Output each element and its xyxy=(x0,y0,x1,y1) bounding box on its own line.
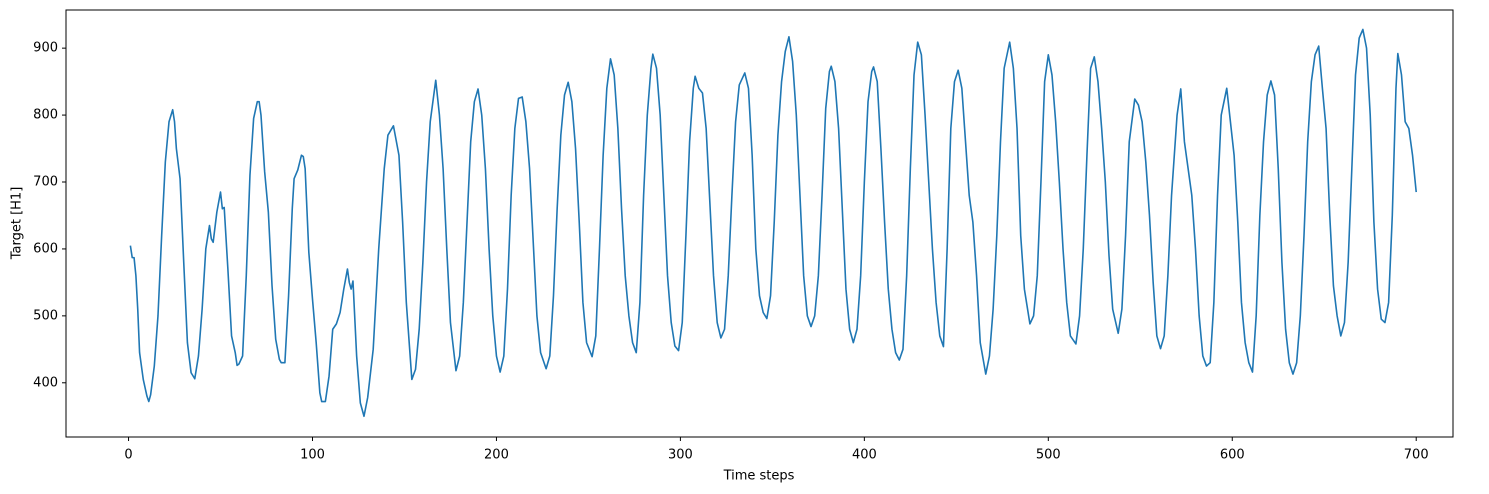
x-tick-label: 100 xyxy=(300,448,325,463)
y-tick-label: 400 xyxy=(33,375,58,390)
x-tick-label: 700 xyxy=(1404,448,1429,463)
x-axis-label: Time steps xyxy=(723,469,795,484)
y-tick-label: 900 xyxy=(33,41,58,56)
x-tick-label: 600 xyxy=(1220,448,1245,463)
y-tick-label: 800 xyxy=(33,108,58,123)
y-tick-label: 700 xyxy=(33,175,58,190)
x-tick-label: 300 xyxy=(668,448,693,463)
x-tick-label: 400 xyxy=(852,448,877,463)
y-tick-label: 500 xyxy=(33,308,58,323)
series-line xyxy=(129,28,1418,418)
x-tick-label: 500 xyxy=(1036,448,1061,463)
y-axis-label: Target [H1] xyxy=(10,187,25,261)
y-tick-label: 600 xyxy=(33,241,58,256)
x-tick-label: 200 xyxy=(484,448,509,463)
x-tick-label: 0 xyxy=(124,448,132,463)
plot-frame xyxy=(65,9,1454,438)
